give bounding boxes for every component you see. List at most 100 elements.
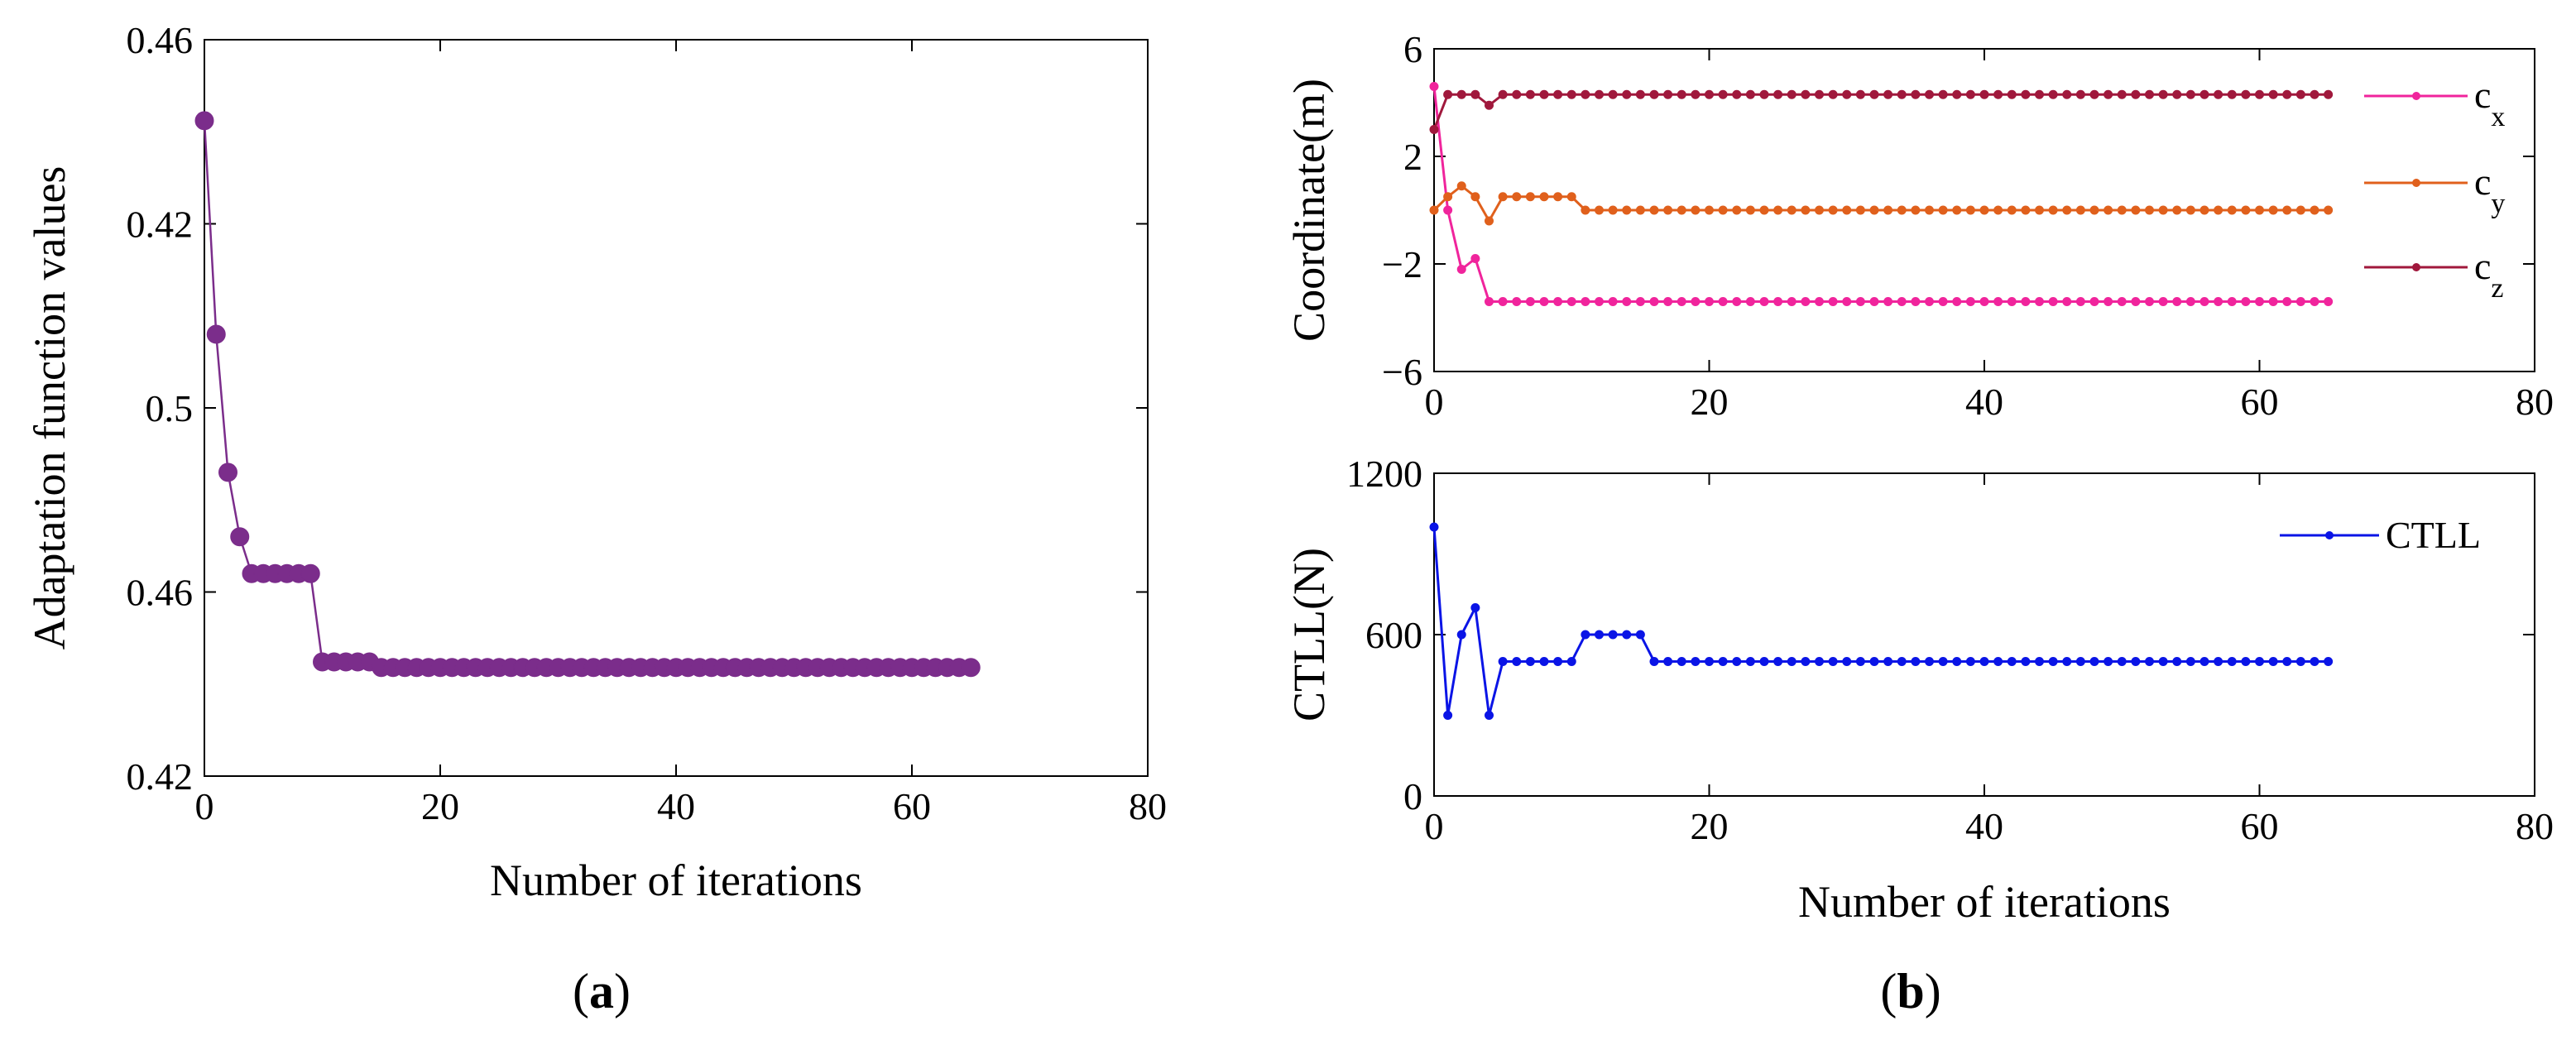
bt-data-point: [1470, 192, 1480, 202]
bt-data-point: [1566, 192, 1576, 202]
bt-data-point: [1691, 297, 1701, 306]
bt-data-point: [1952, 89, 1962, 99]
bb-data-point: [1539, 657, 1549, 666]
a-x-tick-label: 80: [1129, 785, 1167, 827]
bt-data-point: [2227, 89, 2237, 99]
bt-data-point: [2185, 297, 2195, 306]
bt-data-point: [1883, 205, 1893, 215]
bt-data-point: [2310, 205, 2319, 215]
bt-x-tick-label: 80: [2516, 381, 2554, 423]
bb-data-point: [2075, 657, 2085, 666]
bt-data-point: [1705, 297, 1714, 306]
bb-data-point: [1815, 657, 1824, 666]
bt-data-point: [1801, 89, 1811, 99]
bt-data-point: [1635, 89, 1645, 99]
bt-legend-marker-2: [2412, 263, 2420, 271]
bt-data-point: [1869, 297, 1879, 306]
bt-data-point: [1787, 205, 1796, 215]
bb-data-point: [1718, 657, 1728, 666]
bt-data-point: [1828, 297, 1838, 306]
bt-data-point: [1979, 205, 1989, 215]
bb-data-point: [1732, 657, 1742, 666]
panel-a-chart: 0 20 40 60 80 0.42 0.46 0.5 0.42 0.46 Number of i…: [25, 19, 1167, 905]
bb-data-point: [2103, 657, 2113, 666]
bt-data-point: [1539, 89, 1549, 99]
bb-data-point: [1705, 657, 1714, 666]
bt-data-point: [1855, 89, 1865, 99]
panel-b-bottom-chart: 0 20 40 60 80 0 600 1200 CTLL Number of iterati…: [1284, 453, 2554, 927]
bt-data-point: [1759, 297, 1769, 306]
bb-data-point: [1993, 657, 2003, 666]
bb-data-point: [2255, 657, 2264, 666]
bt-data-point: [2007, 297, 2017, 306]
bt-data-point: [2048, 297, 2058, 306]
a-y-tick-label: 0.42: [127, 755, 194, 798]
a-data-point: [194, 111, 214, 131]
bt-data-point: [1773, 89, 1783, 99]
bt-data-point: [2324, 297, 2334, 306]
bb-data-point: [1622, 630, 1632, 640]
bb-x-tick-label: 0: [1425, 805, 1444, 847]
bt-data-point: [1485, 297, 1494, 306]
a-x-tick-label: 60: [893, 785, 931, 827]
bt-data-point: [2035, 89, 2044, 99]
panel-b-top-y-axis-title: Coordinate(m): [1284, 79, 1334, 342]
bt-data-point: [1512, 297, 1522, 306]
bt-data-point: [1663, 89, 1673, 99]
bt-data-point: [1979, 89, 1989, 99]
bt-data-point: [1718, 297, 1728, 306]
bb-data-point: [1979, 657, 1989, 666]
bt-data-point: [1498, 192, 1508, 202]
bt-data-point: [1993, 89, 2003, 99]
bt-data-point: [1855, 205, 1865, 215]
bt-data-point: [1732, 205, 1742, 215]
bt-data-point: [1773, 297, 1783, 306]
bt-data-point: [2103, 89, 2113, 99]
bt-data-point: [2131, 89, 2141, 99]
bt-data-point: [1759, 205, 1769, 215]
bt-data-point: [1787, 89, 1796, 99]
bt-data-point: [2282, 297, 2292, 306]
bt-data-point: [2185, 89, 2195, 99]
bt-data-point: [1842, 297, 1852, 306]
bt-data-point: [1897, 89, 1907, 99]
bt-data-point: [1608, 89, 1618, 99]
bt-data-point: [2282, 89, 2292, 99]
bt-legend-marker-0: [2412, 92, 2420, 100]
a-data-point: [218, 463, 237, 482]
bt-data-point: [2021, 205, 2031, 215]
a-series-line-0: [203, 120, 971, 669]
bt-data-point: [1691, 205, 1701, 215]
bt-legend-label-0: cx: [2474, 74, 2505, 132]
bt-data-point: [2131, 205, 2141, 215]
bt-data-point: [1705, 205, 1714, 215]
bt-data-point: [1801, 297, 1811, 306]
bb-legend-marker: [2325, 531, 2334, 539]
bb-data-point: [1581, 630, 1590, 640]
bt-data-point: [1993, 205, 2003, 215]
bb-data-point: [1773, 657, 1783, 666]
bt-data-point: [2172, 297, 2182, 306]
bb-data-point: [2021, 657, 2031, 666]
bt-data-point: [2048, 89, 2058, 99]
panel-label-b-open: (: [1880, 964, 1897, 1019]
bt-data-point: [2007, 89, 2017, 99]
bt-data-point: [2117, 89, 2127, 99]
bb-data-point: [2268, 657, 2278, 666]
bt-data-point: [2062, 89, 2072, 99]
panel-b-bottom-series: [1429, 522, 2334, 720]
panel-a-ticks: 0 20 40 60 80 0.42 0.46 0.5 0.42 0.46: [127, 19, 1168, 827]
bt-data-point: [1456, 265, 1466, 274]
bb-y-tick-label: 1200: [1346, 453, 1422, 495]
bt-data-point: [1608, 297, 1618, 306]
bt-legend-label-subscript: y: [2491, 189, 2505, 219]
panel-label-a-letter: a: [589, 964, 614, 1019]
bb-legend-label: CTLL: [2386, 514, 2481, 556]
bt-data-point: [1525, 192, 1535, 202]
bt-data-point: [1705, 89, 1714, 99]
bt-data-point: [2035, 297, 2044, 306]
bt-data-point: [1677, 205, 1686, 215]
bt-data-point: [1677, 89, 1686, 99]
bt-data-point: [1470, 89, 1480, 99]
